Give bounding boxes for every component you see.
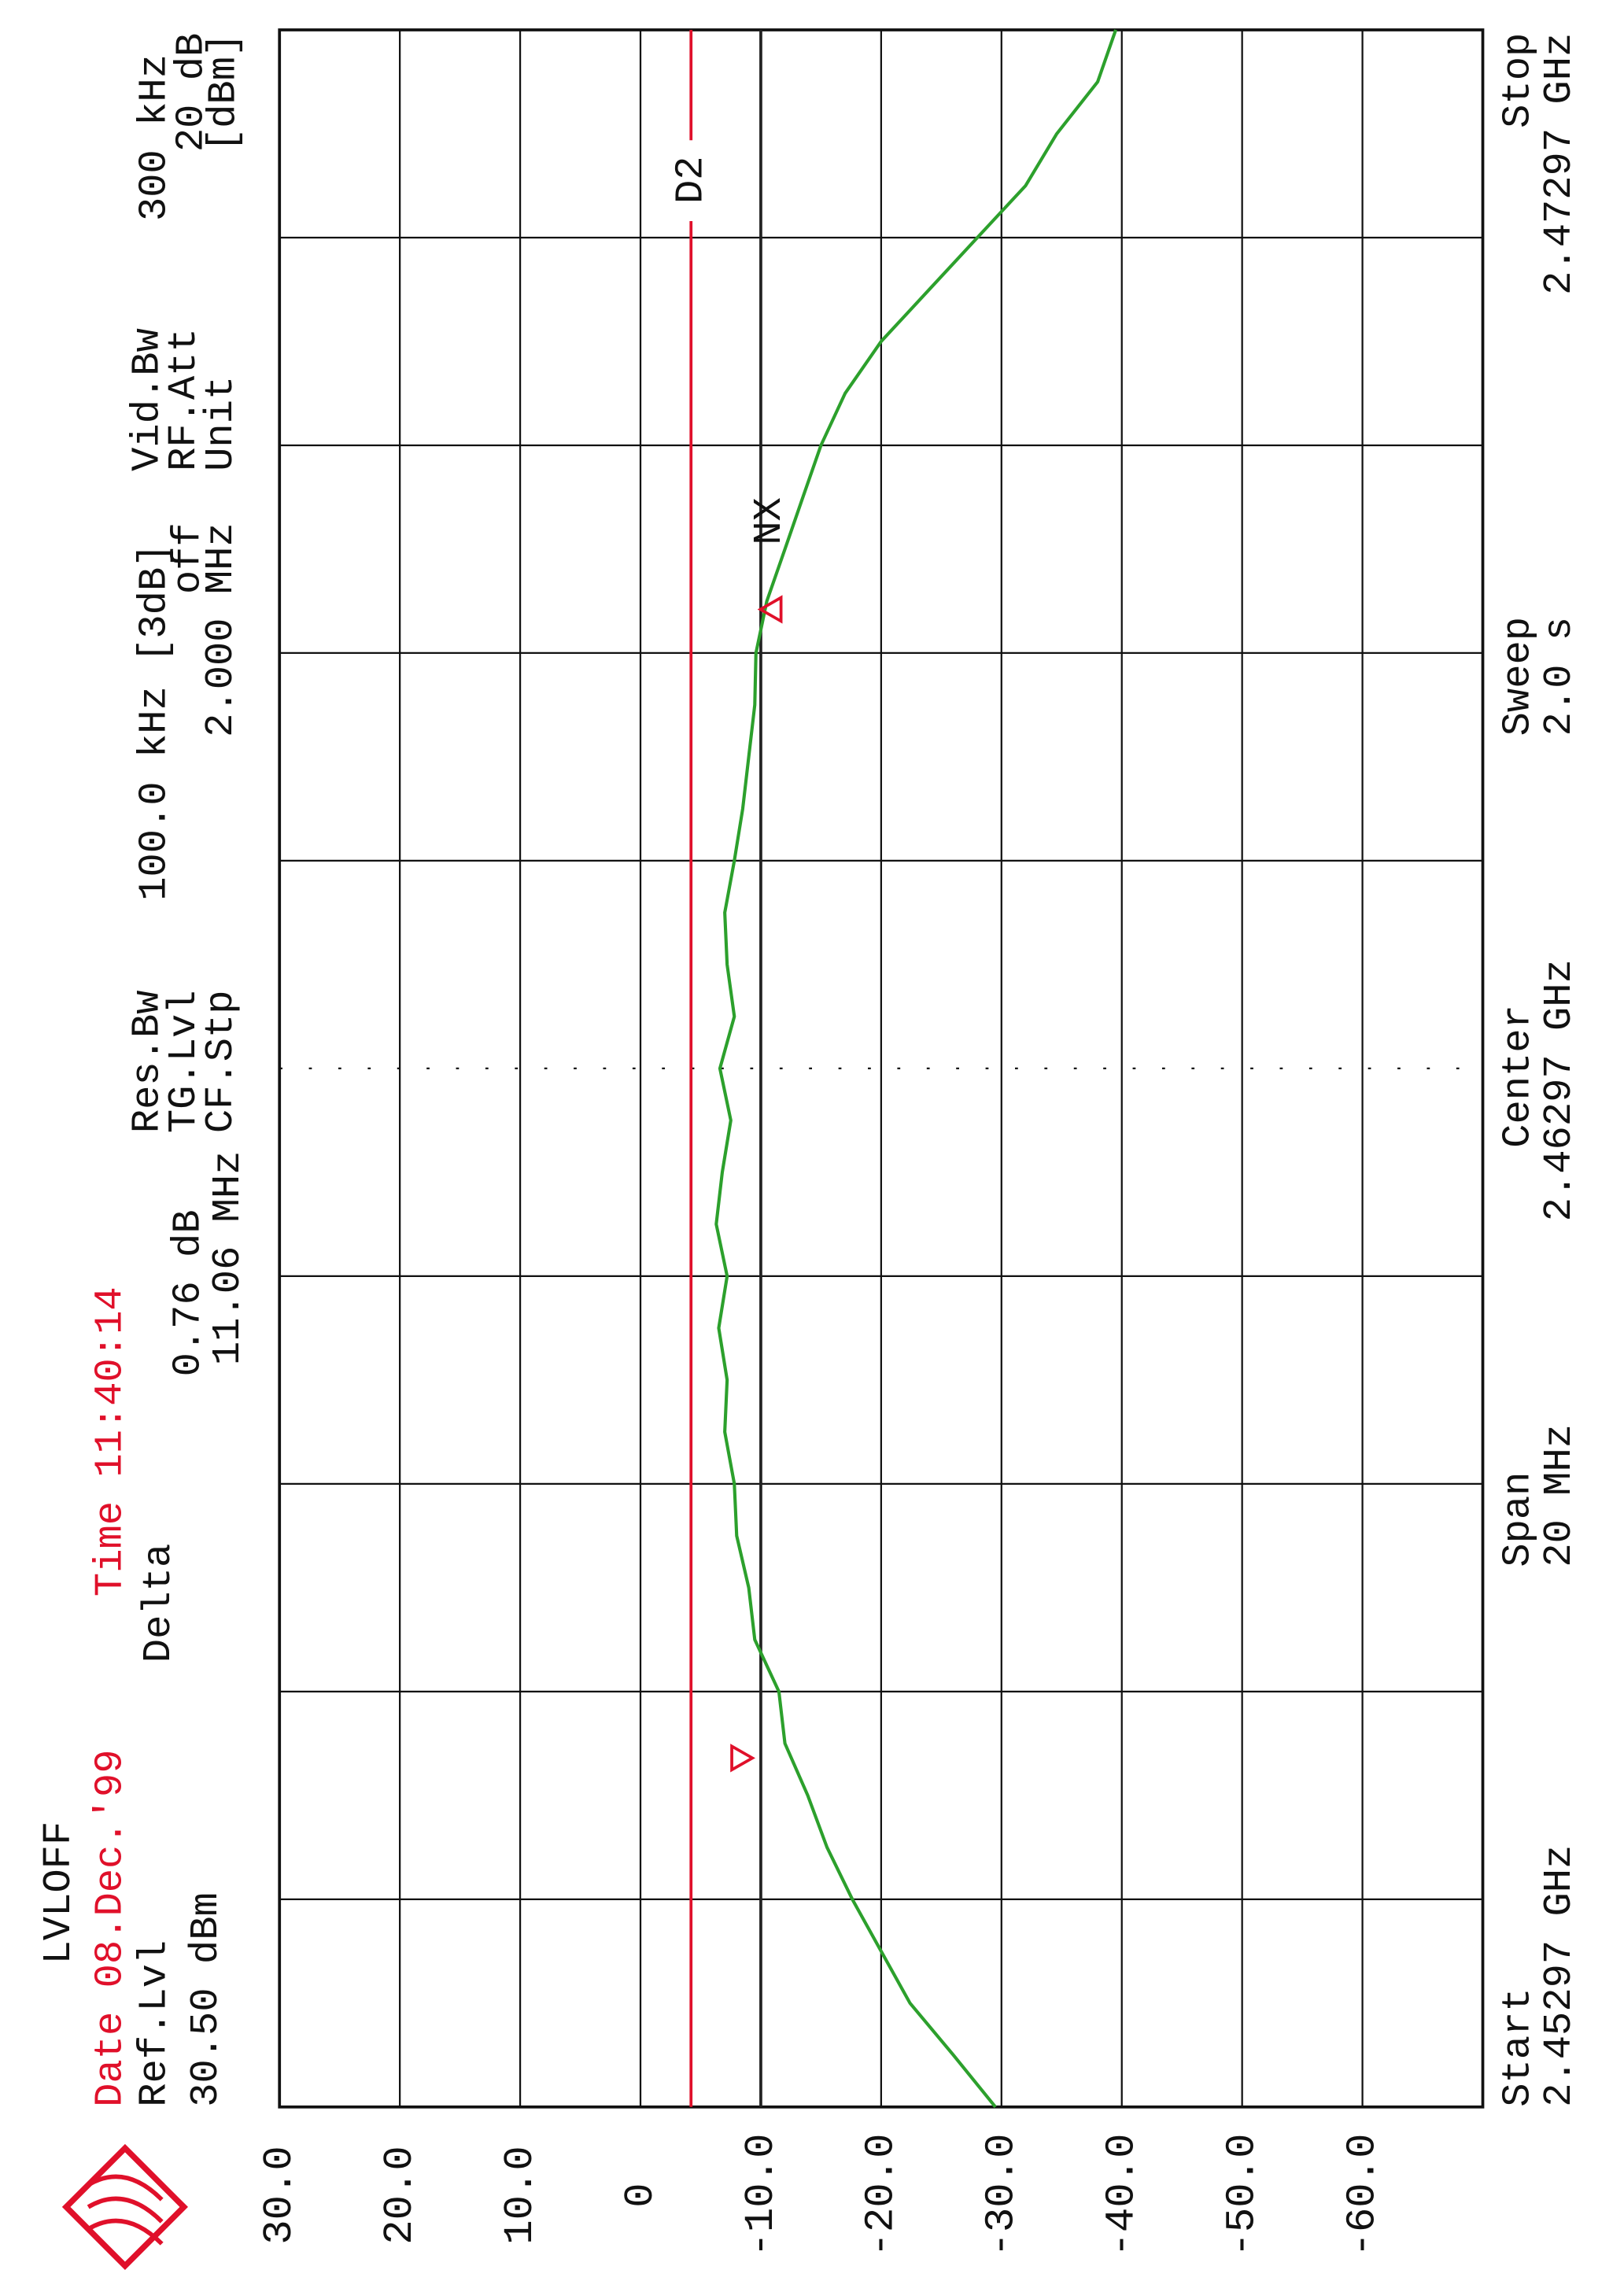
y-tick-label: -30.0 [978,2133,1025,2257]
line-label: D2 [670,156,714,204]
info-label: Res.Bw [125,990,170,1133]
y-tick-label: -50.0 [1218,2133,1265,2257]
footer-value: 2.0 s [1537,617,1582,736]
footer-label: Sweep [1497,617,1541,736]
info-label: Delta [137,1544,182,1663]
footer-value: 20 MHz [1537,1424,1582,1567]
info-value: 20 dB [169,33,214,152]
info-label: RF.Att [162,328,207,471]
y-tick-label: 10.0 [496,2146,544,2245]
y-tick-label: 20.0 [376,2146,423,2245]
y-tick-label: -40.0 [1098,2133,1146,2257]
footer-label: Stop [1497,33,1541,128]
y-tick-label: -60.0 [1338,2133,1386,2257]
footer-label: Center [1497,1005,1541,1148]
info-label: TG.Lvl [162,990,207,1133]
info-value: 0.76 dB [167,1209,212,1376]
date: Date 08.Dec.'99 [89,1750,134,2107]
info-value: 30.50 dBm [184,1892,229,2107]
logo [61,2143,188,2271]
marker [730,1744,756,1773]
marker-label: NX [747,497,792,545]
info-label: CF.Stp [199,990,244,1133]
info-label: Vid.Bw [125,328,170,471]
marker [757,595,783,624]
footer-label: Span [1497,1472,1541,1567]
info-value: [dBm] [202,33,247,152]
info-value: 300 kHz [133,54,178,221]
y-tick-label: 30.0 [256,2146,303,2245]
info-value: 100.0 kHz [3dB] [133,543,178,900]
footer-label: Start [1497,1988,1541,2106]
info-label: Unit [199,376,244,471]
y-tick-label: -10.0 [737,2133,784,2257]
trace [714,29,1118,2109]
info-label: Ref.Lvl [133,1940,178,2107]
footer-value: 2.46297 GHz [1537,959,1582,1221]
info-text: LVLOFF [37,1821,82,1965]
footer-value: 2.47297 GHz [1537,33,1582,295]
time: Time 11:40:14 [89,1286,134,1596]
info-value: 2.000 MHz [199,522,244,737]
y-tick-label: -20.0 [858,2133,905,2257]
info-value: off [167,522,212,594]
info-value: 11.06 MHz [206,1151,251,1366]
y-tick-label: 0 [617,2183,664,2207]
footer-value: 2.45297 GHz [1537,1845,1582,2107]
